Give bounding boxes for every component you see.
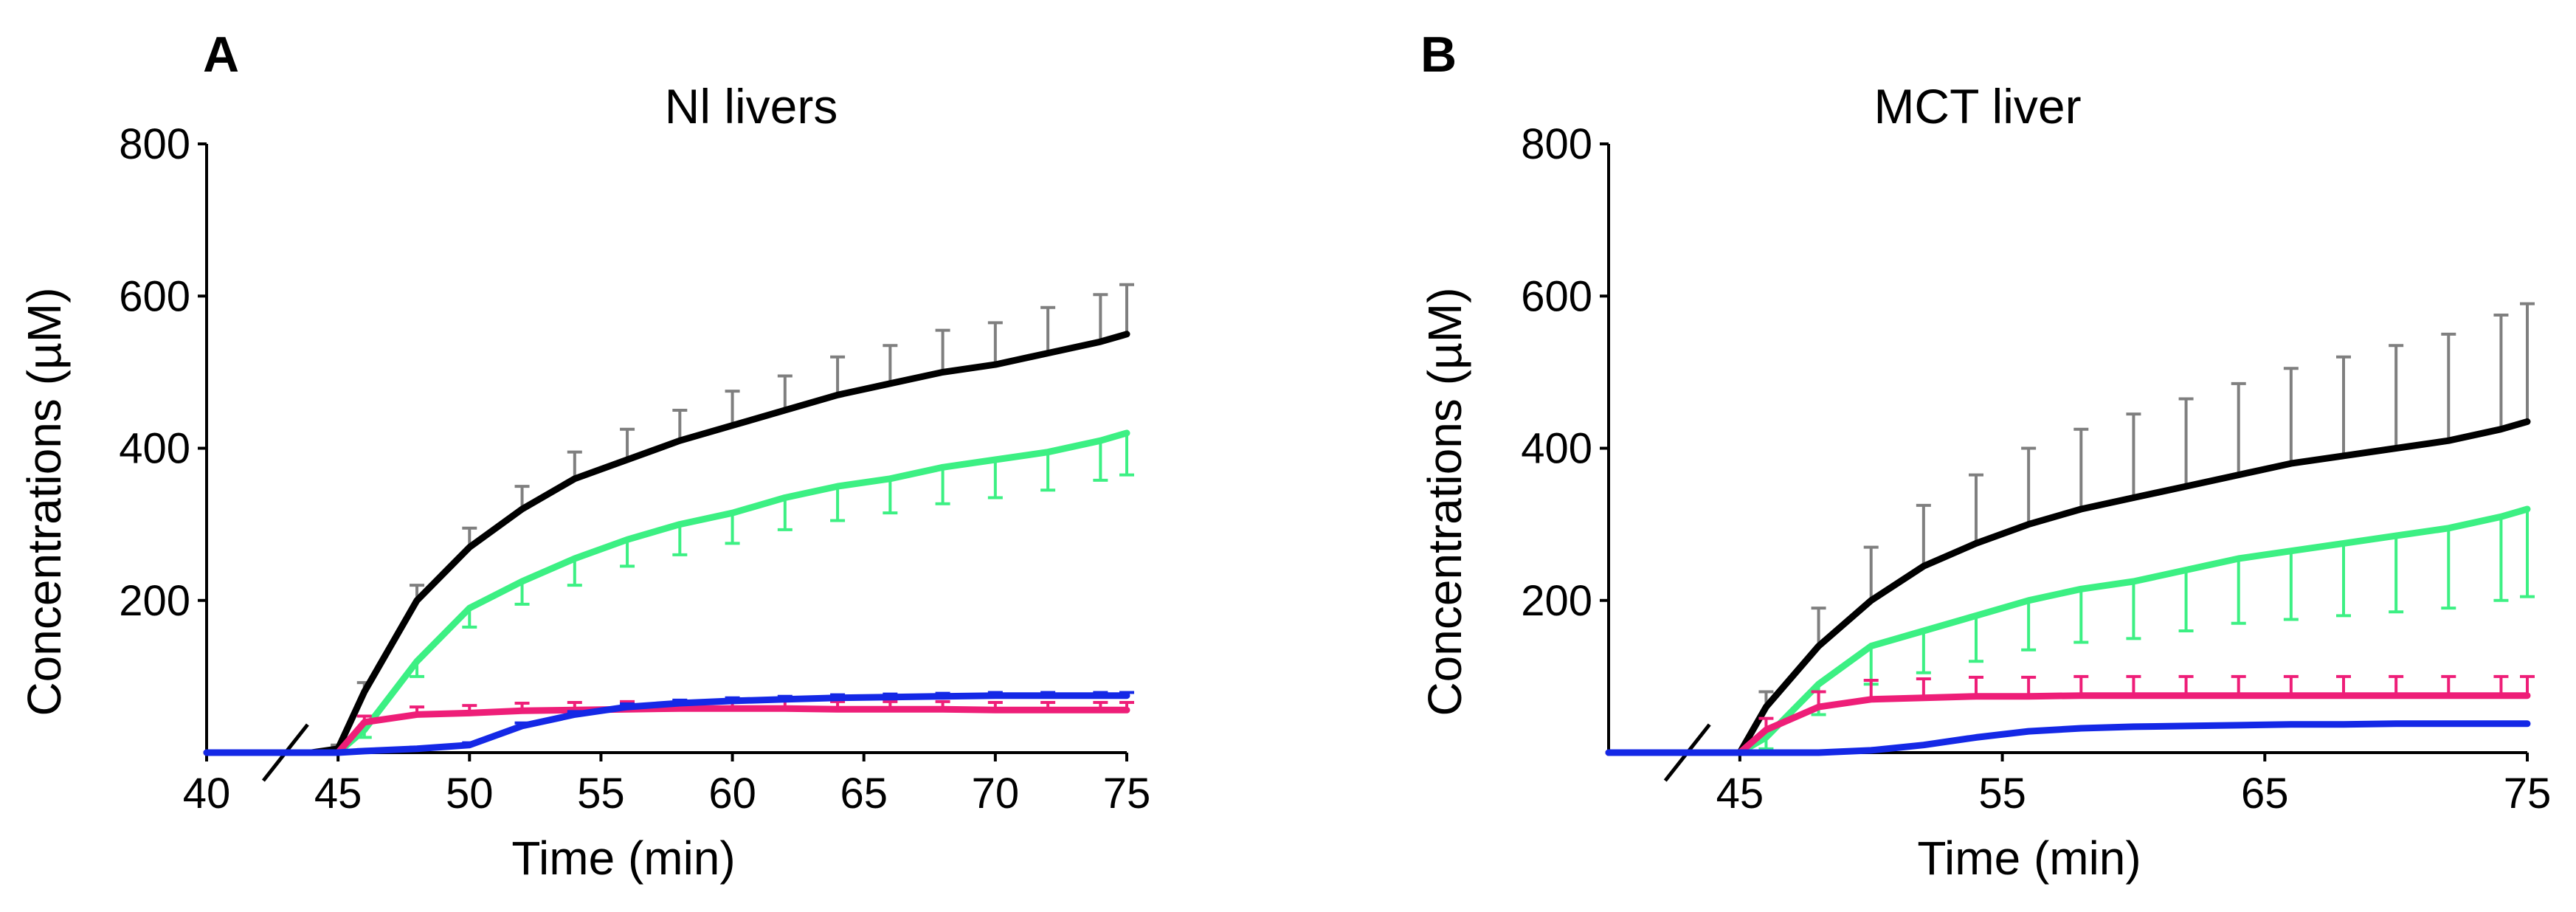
y-tick-label-b: 400 <box>1521 425 1592 473</box>
y-tick-label-b: 800 <box>1521 120 1592 168</box>
x-tick-label-a: 75 <box>1103 770 1151 818</box>
x-tick-label-a: 60 <box>708 770 756 818</box>
series-blue-b <box>1605 720 2531 756</box>
axes-a: 200 400 600 800 40 45 50 55 60 65 70 75 <box>119 120 1150 818</box>
x-axis-title-a: Time (min) <box>511 832 735 885</box>
x-tick-label-b: 75 <box>2504 770 2552 818</box>
series-magenta-a <box>203 699 1134 756</box>
x-tick-label-a: 70 <box>972 770 1020 818</box>
y-tick-label-a: 200 <box>119 577 190 625</box>
x-tick-label-a: 65 <box>840 770 888 818</box>
line-blue-a <box>203 692 1130 756</box>
x-tick-label-a: 40 <box>183 770 231 818</box>
line-black-b <box>1605 418 2531 756</box>
axes-b: 200 400 600 800 45 55 65 75 <box>1521 120 2551 818</box>
x-tick-label-b: 45 <box>1716 770 1764 818</box>
line-black-a <box>203 331 1130 756</box>
x-tick-label-a: 55 <box>577 770 625 818</box>
series-black-a <box>203 283 1134 756</box>
panel-a: A Nl livers Concentrations (µM) Time (mi… <box>18 27 1150 885</box>
x-axis-title-b: Time (min) <box>1917 832 2141 885</box>
plot-area-a <box>203 283 1134 756</box>
line-magenta-b <box>1605 692 2531 756</box>
y-tick-label-a: 600 <box>119 272 190 320</box>
y-tick-label-a: 800 <box>119 120 190 168</box>
series-blue-a <box>203 691 1134 756</box>
series-magenta-b <box>1605 674 2535 756</box>
series-green-b <box>1605 505 2535 756</box>
line-blue-b <box>1605 720 2531 756</box>
plot-area-b <box>1605 302 2535 756</box>
panel-label-a: A <box>203 27 239 83</box>
chart-title-a: Nl livers <box>665 79 838 134</box>
x-tick-label-a: 45 <box>314 770 362 818</box>
y-tick-label-b: 200 <box>1521 577 1592 625</box>
y-tick-label-a: 400 <box>119 425 190 473</box>
line-magenta-a <box>203 705 1130 756</box>
x-tick-label-a: 50 <box>446 770 494 818</box>
panel-b: B MCT liver Concentrations (µM) Time (mi… <box>1418 27 2551 885</box>
line-green-b <box>1605 505 2531 756</box>
y-tick-label-b: 600 <box>1521 272 1592 320</box>
x-tick-label-b: 65 <box>2241 770 2289 818</box>
y-axis-title-a: Concentrations (µM) <box>18 287 71 716</box>
y-axis-title-b: Concentrations (µM) <box>1418 287 1471 716</box>
chart-title-b: MCT liver <box>1874 79 2081 134</box>
panel-label-b: B <box>1420 27 1457 83</box>
x-tick-label-b: 55 <box>1978 770 2026 818</box>
